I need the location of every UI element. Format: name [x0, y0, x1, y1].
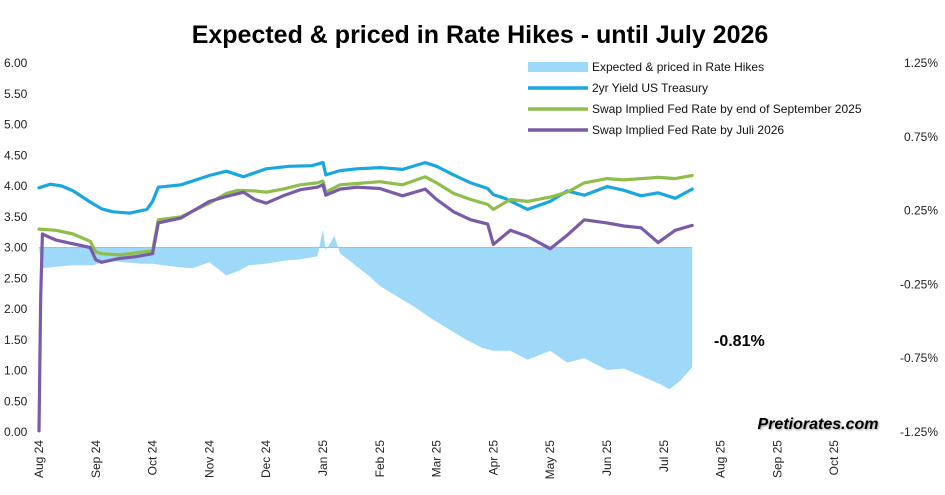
- x-tick-label: Oct 24: [146, 440, 160, 476]
- chart-title: Expected & priced in Rate Hikes - until …: [192, 21, 769, 49]
- legend-label: Swap Implied Fed Rate by Juli 2026: [592, 123, 784, 137]
- x-tick-label: Mar 25: [430, 440, 444, 478]
- right-tick-label: 1.25%: [904, 56, 938, 70]
- x-tick-label: May 25: [543, 440, 557, 480]
- lines-layer: [37, 161, 694, 433]
- left-tick-label: 3.50: [4, 210, 28, 224]
- left-tick-label: 6.00: [4, 56, 28, 70]
- left-tick-label: 1.50: [4, 333, 28, 347]
- left-tick-label: 5.00: [4, 118, 28, 132]
- x-tick-label: Jul 25: [657, 440, 671, 472]
- area-layer: [39, 229, 693, 390]
- x-tick-label: Feb 25: [373, 440, 387, 478]
- legend: Expected & priced in Rate Hikes 2yr Yield…: [528, 60, 862, 137]
- series-line-1: [37, 161, 694, 215]
- left-tick-label: 4.00: [4, 179, 28, 193]
- series-area-rate-hikes: [39, 229, 693, 390]
- annotation-last-value: -0.81%: [714, 333, 765, 350]
- right-tick-label: -0.25%: [900, 277, 938, 291]
- x-tick-label: Aug 25: [714, 440, 728, 478]
- legend-label: 2yr Yield US Treasury: [592, 81, 708, 95]
- left-tick-label: 4.50: [4, 148, 28, 162]
- legend-label: Expected & priced in Rate Hikes: [592, 60, 764, 74]
- left-tick-label: 0.00: [4, 425, 28, 439]
- watermark-brand: Pretiorates.com: [758, 416, 879, 433]
- left-tick-label: 0.50: [4, 394, 28, 408]
- x-tick-label: Dec 24: [259, 440, 273, 478]
- right-axis-ticks: 1.25% 0.75% 0.25% -0.25% -0.75% -1.25%: [900, 56, 938, 439]
- legend-label: Swap Implied Fed Rate by end of Septembe…: [592, 102, 862, 116]
- left-tick-label: 2.00: [4, 302, 28, 316]
- x-axis-ticks: Aug 24 Sep 24 Oct 24 Nov 24 Dec 24 Jan 25 Feb …: [32, 440, 841, 480]
- x-tick-label: Jun 25: [600, 440, 614, 476]
- x-tick-label: Sep 24: [89, 440, 103, 478]
- x-tick-label: Aug 24: [32, 440, 46, 478]
- left-tick-label: 1.00: [4, 364, 28, 378]
- left-tick-label: 3.00: [4, 241, 28, 255]
- legend-swatch: [528, 62, 588, 72]
- right-tick-label: -1.25%: [900, 425, 938, 439]
- x-tick-label: Apr 25: [486, 440, 500, 476]
- left-tick-label: 5.50: [4, 87, 28, 101]
- right-tick-label: 0.25%: [904, 204, 938, 218]
- x-tick-label: Jan 25: [316, 440, 330, 476]
- x-tick-label: Nov 24: [202, 440, 216, 478]
- left-axis-ticks: 6.00 5.50 5.00 4.50 4.00 3.50 3.00 2.50 2.00 1.50…: [4, 56, 28, 439]
- x-tick-label: Oct 25: [827, 440, 841, 476]
- right-tick-label: -0.75%: [900, 351, 938, 365]
- right-tick-label: 0.75%: [904, 130, 938, 144]
- x-tick-label: Sep 25: [770, 440, 784, 478]
- series-line-2: [37, 173, 694, 257]
- left-tick-label: 2.50: [4, 271, 28, 285]
- series-line-3: [37, 183, 694, 433]
